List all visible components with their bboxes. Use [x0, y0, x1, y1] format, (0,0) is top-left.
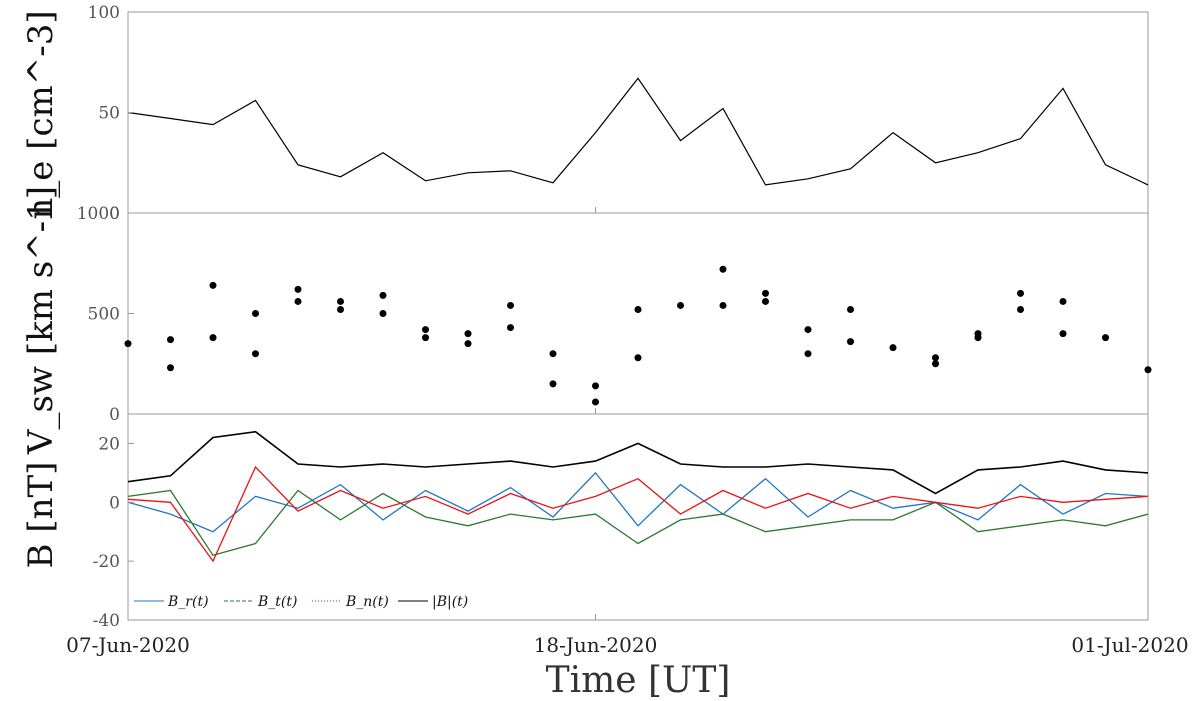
- speed-point: [592, 382, 599, 390]
- speed-point: [464, 330, 472, 338]
- speed-point: [167, 336, 174, 344]
- x-tick-label-end: 01-Jul-2020: [1071, 633, 1188, 657]
- density-ylabel: n_e [cm^-3]: [21, 10, 61, 219]
- speed-point: [847, 305, 854, 313]
- field-series-line-babs: [127, 430, 1149, 495]
- legend-label-bt: B_t(t): [257, 594, 297, 610]
- speed-point: [549, 380, 557, 388]
- speed-point: [209, 281, 217, 289]
- field-series: [127, 430, 1149, 563]
- density-panel-frame: [127, 11, 1149, 214]
- speed-point: [294, 297, 302, 305]
- speed-point: [1144, 366, 1152, 374]
- speed-point: [762, 289, 769, 297]
- density-line: [127, 77, 1149, 186]
- field-series-line-bt: [127, 489, 1149, 557]
- speed-point: [634, 305, 642, 313]
- speed-point: [379, 291, 387, 299]
- speed-point: [719, 265, 727, 273]
- density-y-tick-label: 100: [88, 3, 120, 23]
- legend-label-br: B_r(t): [167, 594, 209, 610]
- speed-point: [804, 350, 812, 358]
- legend-label-bn: B_n(t): [345, 594, 389, 610]
- speed-point: [549, 350, 557, 358]
- field-panel-frame: [127, 413, 1149, 621]
- x-tick-label-mid: 18-Jun-2020: [534, 633, 658, 657]
- field-y-tick-label: -20: [93, 552, 120, 572]
- speed-point: [252, 350, 259, 358]
- field-ylabel: B [nT]: [21, 462, 61, 569]
- speed-point: [252, 310, 259, 317]
- speed-point: [804, 326, 812, 334]
- speed-point: [422, 326, 429, 334]
- speed-point: [124, 340, 132, 348]
- speed-y-tick-label: 0: [109, 405, 120, 425]
- speed-point: [1017, 305, 1024, 313]
- speed-point: [974, 330, 982, 338]
- speed-point: [932, 354, 939, 362]
- density-series: [127, 77, 1149, 186]
- field-series-line-br: [127, 471, 1149, 533]
- speed-point: [889, 344, 897, 352]
- speed-series: [124, 265, 1152, 406]
- speed-point: [507, 324, 514, 332]
- x-axis-label: Time [UT]: [546, 660, 731, 701]
- speed-point: [1102, 334, 1109, 342]
- speed-ylabel: V_sw [km s^-1]: [21, 186, 61, 455]
- speed-point: [294, 285, 302, 293]
- speed-point: [847, 338, 854, 346]
- density-y-tick-label: 50: [98, 104, 120, 124]
- speed-y-tick-label: 1000: [77, 204, 120, 224]
- speed-point: [719, 301, 727, 309]
- field-series-line-bn: [127, 465, 1149, 563]
- speed-panel-frame: [127, 212, 1149, 415]
- speed-point: [464, 340, 472, 348]
- speed-point: [379, 310, 387, 317]
- speed-point: [1059, 297, 1067, 305]
- density-y-tick-label: 0: [109, 204, 120, 224]
- field-y-tick-label: 0: [109, 493, 120, 513]
- legend-label-babs: |B|(t): [432, 594, 468, 610]
- legend: B_r(t) B_t(t) B_n(t) |B|(t): [134, 594, 468, 610]
- speed-point: [209, 334, 217, 342]
- speed-point: [337, 305, 344, 313]
- speed-point: [1059, 330, 1067, 338]
- speed-point: [634, 354, 642, 362]
- speed-y-tick-label: 500: [88, 305, 120, 325]
- field-y-tick-label: 20: [98, 434, 120, 454]
- speed-point: [592, 398, 599, 406]
- speed-point: [167, 364, 174, 372]
- x-tick-label-start: 07-Jun-2020: [66, 633, 190, 657]
- speed-point: [932, 360, 939, 368]
- speed-point: [337, 297, 344, 305]
- speed-point: [422, 334, 429, 342]
- speed-point: [677, 301, 684, 309]
- speed-point: [762, 297, 769, 305]
- speed-point: [507, 301, 514, 309]
- field-y-tick-label: -40: [93, 611, 120, 631]
- speed-point: [1017, 289, 1024, 297]
